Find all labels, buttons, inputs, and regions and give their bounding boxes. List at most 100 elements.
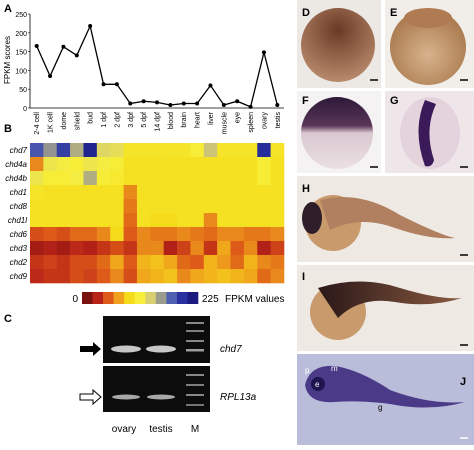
heat-cell (230, 241, 245, 256)
panel-label: E (390, 7, 397, 19)
x-tick-label: dome (61, 112, 68, 130)
heat-cell (163, 227, 178, 242)
heat-cell (163, 241, 178, 256)
heat-cell (230, 227, 245, 242)
structure-label: p (305, 366, 310, 375)
panel-label: I (302, 271, 305, 283)
y-tick-label: 200 (15, 31, 27, 38)
heat-cell (270, 185, 285, 200)
data-point (248, 104, 253, 109)
panel-label: B (4, 123, 12, 135)
heat-cell (190, 185, 205, 200)
heat-cell (83, 241, 98, 256)
heat-cell (123, 199, 138, 214)
heat-cell (150, 185, 164, 200)
heat-cell (123, 185, 138, 200)
y-tick-label: 50 (19, 87, 27, 94)
data-point (141, 99, 146, 104)
heat-cell (123, 213, 138, 228)
heat-cell (270, 227, 285, 242)
heat-cell (83, 171, 98, 186)
heat-cell (136, 213, 151, 228)
heat-cell (230, 143, 245, 158)
heat-cell (190, 199, 205, 214)
arrow (80, 342, 101, 356)
heat-cell (136, 143, 151, 158)
heat-cell (96, 241, 111, 256)
heat-cell (163, 157, 178, 172)
colorbar-swatch (113, 292, 125, 304)
heat-cell (203, 199, 218, 214)
heat-cell (257, 185, 271, 200)
x-tick-label: 2-4 cell (34, 112, 41, 135)
heat-cell (123, 255, 138, 270)
heat-cell (243, 185, 258, 200)
heat-cell (43, 185, 58, 200)
heat-cell (150, 143, 164, 158)
heat-cell (136, 269, 151, 284)
heat-cell (243, 227, 258, 242)
heat-cell (150, 157, 164, 172)
heat-cell (96, 143, 111, 158)
heat-cell (30, 213, 44, 228)
heat-cell (96, 213, 111, 228)
panel-label: A (4, 3, 12, 15)
data-point (275, 102, 280, 107)
heat-cell (243, 241, 258, 256)
heat-cell (136, 185, 151, 200)
heat-cell (217, 185, 231, 200)
arrow (79, 388, 102, 406)
heat-cell (70, 269, 84, 284)
heat-cell (217, 199, 231, 214)
heat-cell (70, 213, 84, 228)
heat-cell (70, 255, 84, 270)
x-tick-label: muscle (221, 112, 228, 134)
heat-cell (230, 171, 245, 186)
heat-cell (43, 157, 58, 172)
x-tick-label: 14 dpf (155, 112, 162, 132)
heat-cell (43, 171, 58, 186)
y-tick-label: 100 (15, 68, 27, 75)
heat-cell (257, 227, 271, 242)
heat-cell (150, 213, 164, 228)
x-tick-label: 1 dpf (101, 112, 108, 128)
heat-cell (70, 227, 84, 242)
data-point (34, 43, 39, 48)
heat-cell (163, 171, 178, 186)
panel-label: H (302, 183, 310, 195)
heat-cell (96, 269, 111, 284)
heat-cell (270, 255, 285, 270)
heat-cell (257, 171, 271, 186)
x-tick-label: testis (275, 112, 282, 129)
data-point (128, 101, 133, 106)
heat-cell (30, 269, 44, 284)
heat-cell (70, 199, 84, 214)
colorbar-label: FPKM values (225, 294, 284, 305)
colorbar-min: 0 (72, 294, 78, 305)
heat-cell (56, 255, 71, 270)
lane-label: testis (149, 424, 172, 435)
heat-cell (243, 157, 258, 172)
heat-cell (123, 143, 138, 158)
heat-cell (150, 199, 164, 214)
x-tick-label: 3 dpf (128, 112, 135, 128)
heat-cell (203, 171, 218, 186)
heat-cell (177, 143, 191, 158)
heat-cell (30, 185, 44, 200)
heat-cell (70, 241, 84, 256)
heat-cell (96, 185, 111, 200)
heat-cell (230, 199, 245, 214)
row-label: chd4b (5, 174, 27, 183)
data-point (235, 99, 240, 104)
heat-cell (30, 199, 44, 214)
heat-cell (30, 157, 44, 172)
colorbar-swatch (124, 292, 136, 304)
heat-cell (177, 241, 191, 256)
heat-cell (190, 227, 205, 242)
data-point (195, 101, 200, 106)
heat-cell (30, 143, 44, 158)
heat-cell (203, 143, 218, 158)
heat-cell (30, 255, 44, 270)
heat-cell (230, 255, 245, 270)
x-tick-label: ovary (261, 112, 268, 130)
